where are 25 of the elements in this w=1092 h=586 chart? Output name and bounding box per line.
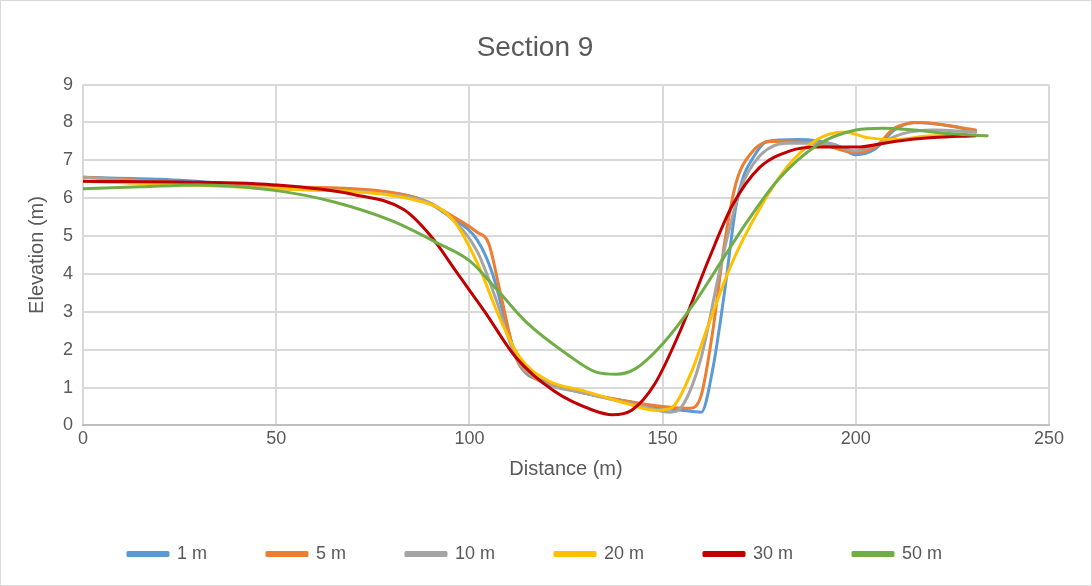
- legend-label: 5 m: [315, 542, 346, 563]
- legend-label: 30 m: [753, 542, 794, 563]
- y-tick-label: 8: [63, 111, 74, 132]
- y-tick-label: 6: [63, 187, 74, 208]
- legend-label: 1 m: [176, 542, 207, 563]
- x-tick-label: 50: [266, 428, 287, 449]
- y-tick-label: 9: [63, 73, 74, 94]
- y-axis-title: Elevation (m): [24, 196, 47, 314]
- x-tick-label: 0: [78, 428, 89, 449]
- x-tick-label: 150: [647, 428, 678, 449]
- y-tick-label: 7: [63, 149, 74, 170]
- x-axis-title: Distance (m): [509, 456, 623, 479]
- legend-label: 10 m: [454, 542, 495, 563]
- chart-title: Section 9: [476, 30, 594, 62]
- y-tick-label: 2: [63, 338, 74, 359]
- y-tick-label: 0: [63, 414, 74, 435]
- legend-label: 20 m: [603, 542, 645, 563]
- legend-label: 50 m: [902, 542, 943, 563]
- x-tick-label: 100: [454, 428, 485, 449]
- y-tick-label: 1: [63, 376, 74, 397]
- y-tick-label: 5: [63, 225, 74, 246]
- x-tick-label: 250: [1033, 428, 1065, 449]
- y-tick-label: 4: [63, 262, 74, 283]
- y-tick-label: 3: [63, 300, 74, 321]
- x-tick-label: 200: [840, 428, 871, 449]
